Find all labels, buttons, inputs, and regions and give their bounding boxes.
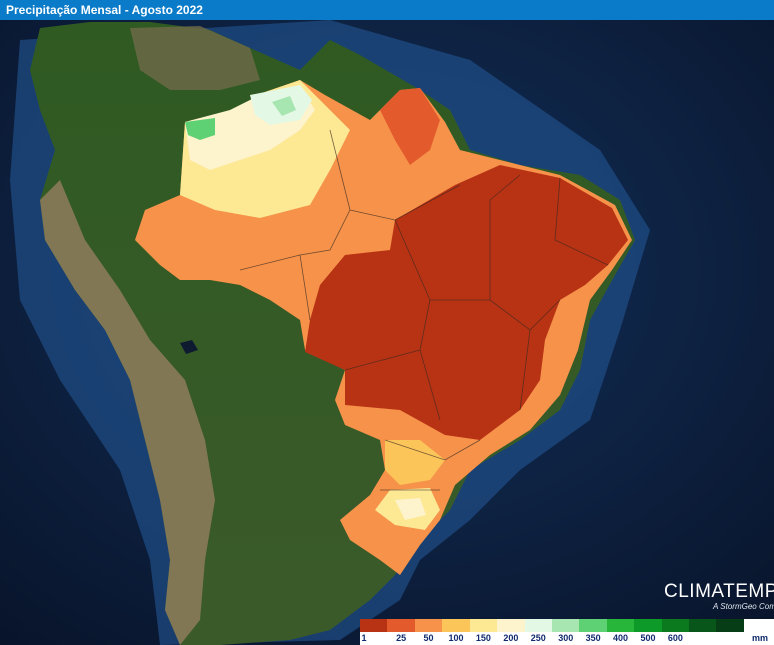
legend-label: 300 [558, 633, 574, 643]
legend-label: 100 [448, 633, 464, 643]
legend-label: 500 [640, 633, 656, 643]
legend-swatch [387, 619, 415, 632]
legend-swatch [606, 619, 635, 632]
legend-swatch [689, 619, 717, 632]
zone-south-yellow [385, 440, 445, 485]
legend-swatch [414, 619, 443, 632]
legend-swatch [469, 619, 498, 632]
legend-swatch [716, 619, 744, 632]
legend-label: 400 [613, 633, 629, 643]
legend-unit: mm [752, 633, 769, 643]
zone-north-green [185, 118, 215, 140]
map-title-bar: Precipitação Mensal - Agosto 2022 [0, 0, 774, 20]
legend-label: 25 [396, 633, 407, 643]
legend-labels: 1 25 50 100 150 200 250 300 350 400 500 600 [360, 633, 744, 645]
andes-region [40, 180, 215, 645]
legend-label: 50 [423, 633, 434, 643]
legend-label: 1 [361, 633, 367, 643]
zone-north-green-2 [272, 96, 296, 116]
zone-25-50-north [380, 88, 440, 165]
brand-name: CLIMATEMPO [664, 581, 774, 602]
state-borders [239, 129, 609, 491]
legend-label: 600 [667, 633, 683, 643]
precipitation-legend: 1 25 50 100 150 200 250 300 350 400 500 600 mm [360, 619, 774, 645]
north-coast-highlands [130, 26, 260, 90]
zone-1-25 [305, 165, 628, 440]
brand-subtitle: A StormGeo Company [713, 602, 774, 611]
legend-swatch [634, 619, 662, 632]
legend-label: 250 [530, 633, 546, 643]
lake-titicaca [180, 340, 198, 354]
legend-swatch [360, 619, 388, 632]
precipitation-map[interactable] [0, 20, 774, 645]
legend-label: 350 [585, 633, 601, 643]
climatempo-logo: CLIMATEMPO A StormGeo Company [664, 581, 774, 612]
legend-swatch [524, 619, 552, 632]
legend-label: 150 [475, 633, 491, 643]
legend-swatch [551, 619, 580, 632]
legend-swatch [442, 619, 470, 632]
zone-south-white [395, 498, 426, 520]
brazil-precipitation [135, 80, 632, 575]
legend-label: 200 [503, 633, 519, 643]
map-title: Precipitação Mensal - Agosto 2022 [6, 3, 203, 17]
legend-swatch [579, 619, 607, 632]
legend-swatch [497, 619, 525, 632]
legend-swatch [661, 619, 690, 632]
legend-color-bar [360, 619, 744, 632]
